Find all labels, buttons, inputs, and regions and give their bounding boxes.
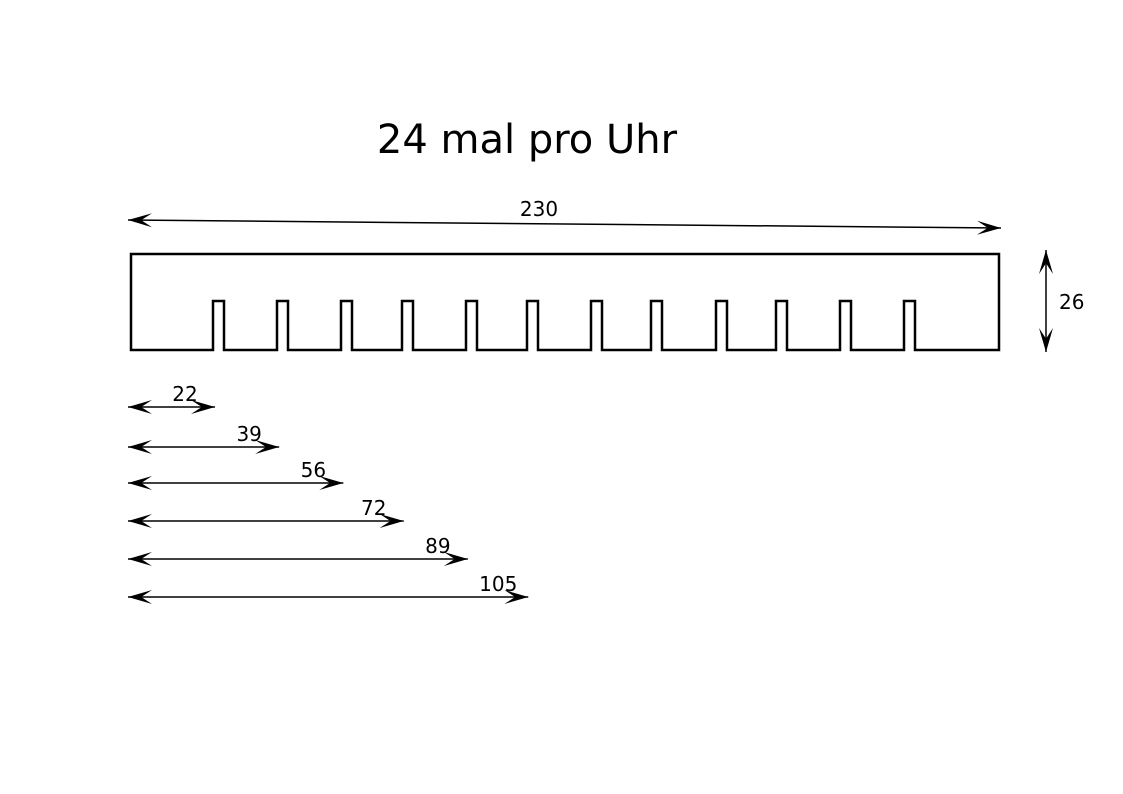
overall-width-dimension: 230	[127, 197, 1002, 235]
offset-dimension-105-arrowhead-end	[504, 590, 529, 604]
offset-dimension-105-label: 105	[479, 572, 517, 596]
width-dimension-line	[127, 219, 1002, 229]
comb-part-outline	[129, 252, 1001, 352]
offset-dimension-39-label: 39	[236, 422, 261, 446]
offset-dimension-56-label: 56	[301, 458, 326, 482]
offset-dimension-56-arrowhead-start	[128, 476, 152, 490]
offset-dimension-89-arrowhead-end	[443, 552, 468, 566]
diagram-title: 24 mal pro Uhr	[377, 117, 678, 163]
width-dimension-label: 230	[520, 197, 558, 221]
offset-dimension-72-arrowhead-start	[128, 514, 152, 528]
comb-part-outline-path	[129, 252, 1001, 352]
offset-dimension-22-arrowhead-start	[128, 400, 152, 414]
height-dimension-arrowhead-end	[1039, 328, 1053, 352]
width-dimension-arrowhead-start	[128, 213, 153, 228]
offset-dimension-72-label: 72	[361, 496, 386, 520]
height-dimension-arrowhead-start	[1039, 250, 1053, 274]
notch-offset-dimensions: 22 39 56 72 89 105	[128, 382, 529, 604]
height-dimension-label: 26	[1059, 290, 1084, 314]
offset-dimension-105-arrowhead-start	[128, 590, 152, 604]
offset-dimension-22-arrowhead-end	[191, 400, 215, 414]
offset-dimension-22-label: 22	[172, 382, 197, 406]
overall-height-dimension: 26	[1039, 250, 1084, 352]
offset-dimension-89-label: 89	[425, 534, 450, 558]
width-dimension-arrowhead-end	[976, 220, 1001, 235]
offset-dimension-56-arrowhead-end	[319, 476, 344, 490]
offset-dimension-89-arrowhead-start	[128, 552, 152, 566]
offset-dimension-39-arrowhead-end	[255, 440, 280, 454]
offset-dimension-72-arrowhead-end	[379, 514, 404, 528]
offset-dimension-39-arrowhead-start	[128, 440, 152, 454]
